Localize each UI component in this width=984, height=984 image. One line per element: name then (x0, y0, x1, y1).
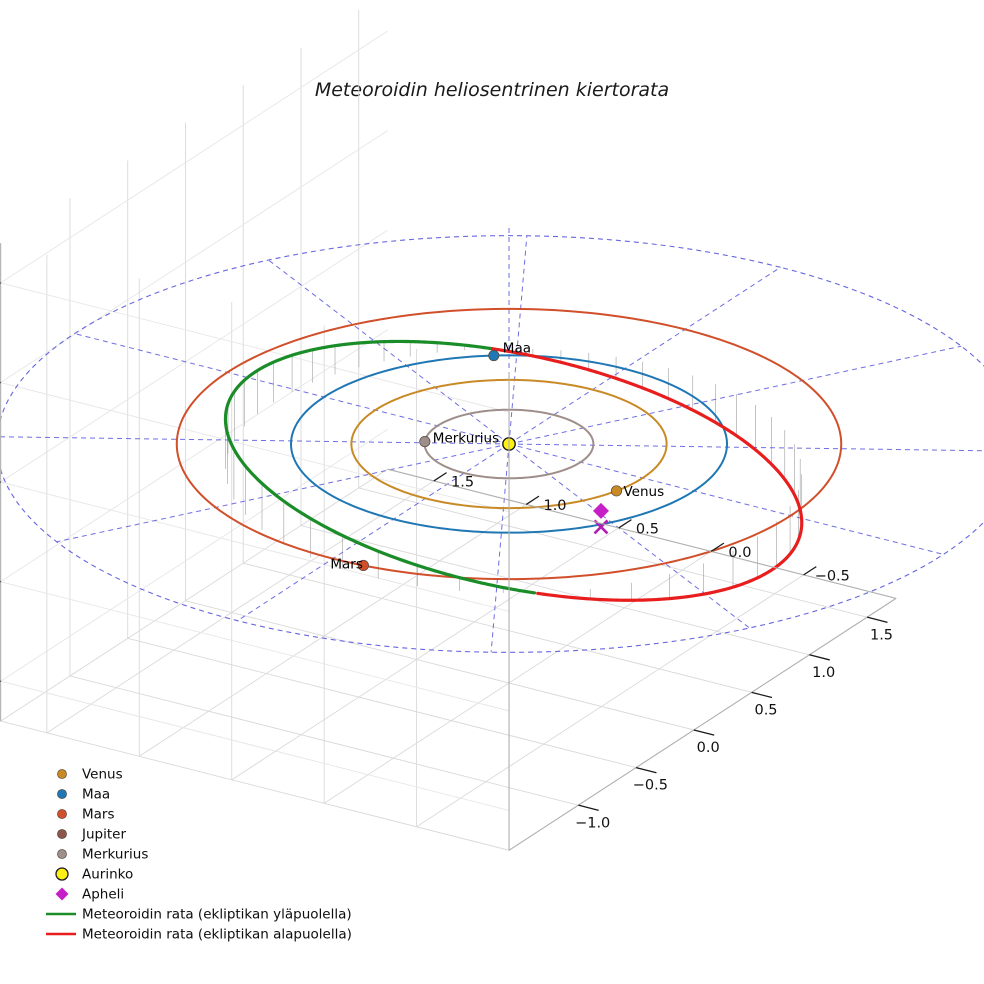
orbit-maa (290, 354, 728, 534)
legend-marker-swatch (57, 809, 67, 819)
x-axis-5-tick (866, 616, 888, 623)
radial-guide-1 (508, 235, 528, 445)
y-axis-1-label: 0.0 (728, 545, 751, 561)
planet-marker-mars (357, 559, 369, 572)
y-axis-0-tick (803, 566, 817, 576)
legend-marker-swatch (57, 769, 67, 779)
x-axis-4-tick (809, 654, 830, 661)
x-axis-2-tick (693, 729, 715, 736)
legend-item-label: Mars (82, 807, 115, 823)
legend-item-meteoroidin-rata-ekliptikan-yl-puolella[interactable]: Meteoroidin rata (ekliptikan yläpuolella… (46, 907, 352, 923)
axis-spines (0, 243, 897, 851)
y-axis-4-label: 1.5 (451, 475, 474, 491)
legend-item-aurinko[interactable]: Aurinko (55, 867, 133, 883)
planet-orbits (175, 307, 843, 581)
planet-marker-venus (610, 485, 623, 497)
x-axis-0-label: −1.0 (575, 815, 610, 831)
x-axis-2-label: 0.0 (697, 740, 720, 756)
planet-marker-maa (488, 349, 500, 362)
radial-guide-10 (508, 443, 984, 452)
orbit-venus (350, 378, 668, 510)
y-axis-2-label: 0.5 (636, 522, 659, 538)
planet-label-maa: Maa (503, 341, 531, 357)
legend-item-label: Meteoroidin rata (ekliptikan yläpuolella… (82, 907, 352, 923)
x-axis-5-label: 1.5 (870, 627, 893, 643)
legend-item-label: Venus (82, 767, 123, 783)
y-axis-2-tick (618, 519, 632, 529)
legend-item-jupiter[interactable]: Jupiter (57, 827, 126, 843)
y-axis-0-label: −0.5 (815, 569, 850, 585)
legend-item-label: Maa (82, 787, 110, 803)
y-axis-3-label: 1.0 (543, 498, 566, 514)
legend-item-label: Apheli (82, 887, 124, 903)
x-axis-0-tick (578, 804, 599, 811)
legend-marker-swatch (57, 829, 67, 839)
legend-item-mars[interactable]: Mars (57, 807, 115, 823)
orbit-merkurius (423, 408, 595, 480)
legend-item-label: Aurinko (82, 867, 133, 883)
x-axis-4-label: 1.0 (812, 665, 835, 681)
planet-marker-merkurius (419, 436, 431, 448)
radial-guide-7 (490, 443, 510, 653)
y-axis-1-tick (710, 542, 725, 552)
legend-item-apheli[interactable]: Apheli (55, 887, 125, 903)
y-axis-3-tick (525, 495, 540, 505)
legend-item-label: Meteoroidin rata (ekliptikan alapuolella… (82, 927, 352, 943)
planet-label-merkurius: Merkurius (433, 431, 499, 447)
legend-item-label: Merkurius (82, 847, 148, 863)
y-axis-4-tick (433, 472, 447, 482)
page-title: Meteoroidin heliosentrinen kiertorata (315, 79, 669, 101)
planet-label-venus: Venus (624, 484, 665, 500)
meteoroid-orbit (223, 339, 804, 602)
legend: Venus Maa Mars Jupiter Merkurius Aurinko Aphel… (46, 767, 352, 943)
legend-sun-swatch (55, 867, 69, 881)
axis-ticks: −1.0−0.50.00.51.01.5−0.50.00.51.01.51.00… (0, 282, 893, 831)
legend-item-label: Jupiter (81, 827, 126, 843)
legend-item-venus[interactable]: Venus (57, 767, 123, 783)
x-axis-1-tick (635, 766, 657, 774)
x-axis-1-label: −0.5 (633, 778, 668, 794)
planet-label-mars: Mars (330, 557, 363, 573)
legend-item-maa[interactable]: Maa (57, 787, 110, 803)
x-axis-3-label: 0.5 (754, 703, 777, 719)
x-axis-3-tick (751, 691, 773, 699)
meteoroid-droplines (225, 341, 803, 601)
radial-guide-8 (508, 443, 750, 629)
aphelion-marker (592, 502, 609, 519)
legend-diamond-swatch (55, 887, 69, 901)
meteoroid-path-below-ecliptic (491, 347, 804, 602)
meteoroid-path-above-ecliptic (223, 339, 537, 595)
legend-item-meteoroidin-rata-ekliptikan-alapuolella[interactable]: Meteoroidin rata (ekliptikan alapuolella… (46, 927, 352, 943)
legend-marker-swatch (57, 849, 67, 859)
body-markers: Venus Maa Mars Merkurius (330, 341, 664, 573)
ecliptic-reference-circle (0, 235, 984, 653)
legend-item-merkurius[interactable]: Merkurius (57, 847, 148, 863)
legend-marker-swatch (57, 789, 67, 799)
orbit-mars (175, 307, 843, 581)
radial-guide-2 (268, 259, 510, 445)
